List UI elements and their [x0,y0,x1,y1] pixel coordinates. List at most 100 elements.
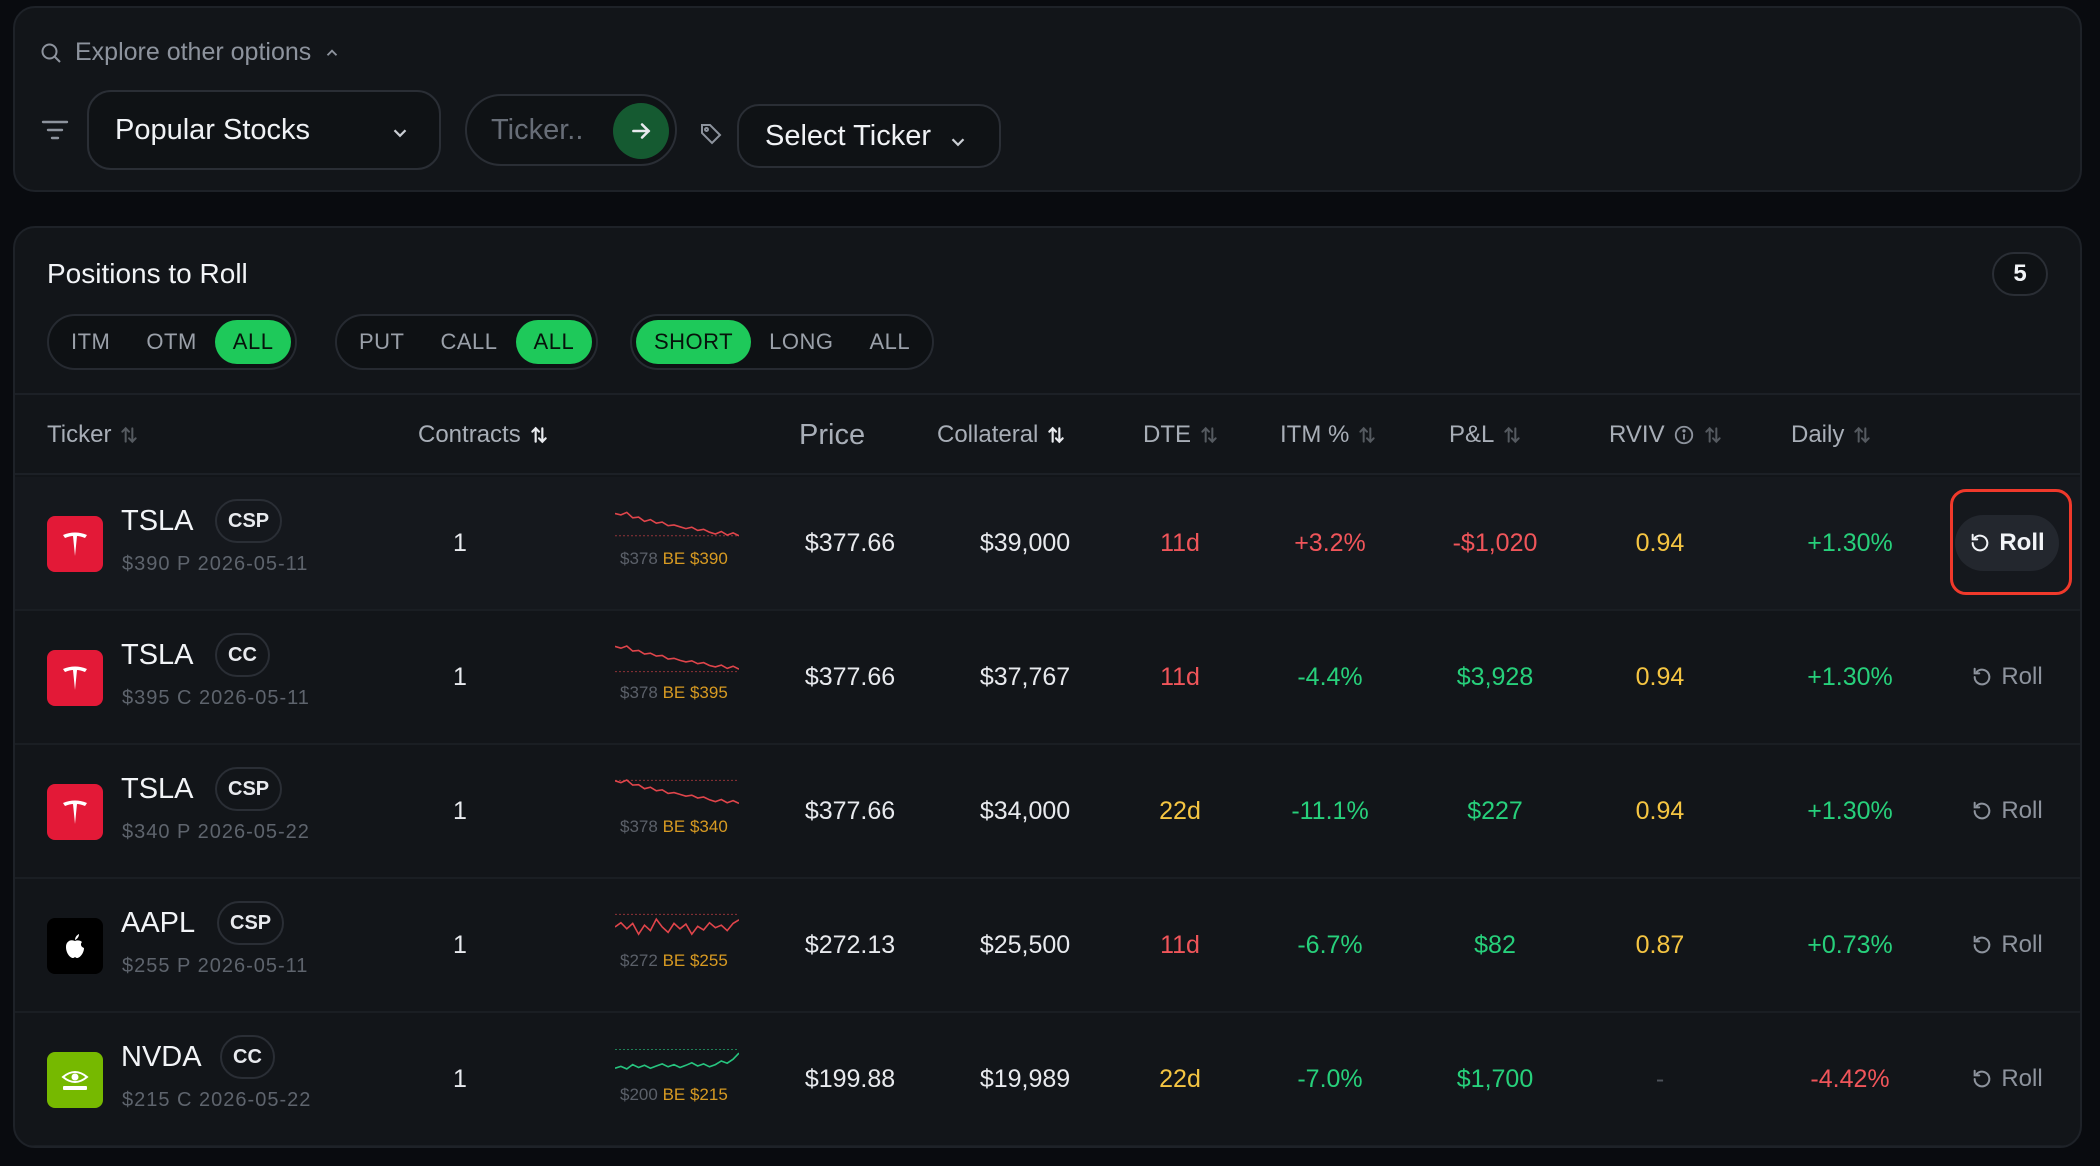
column-header-collateral[interactable]: Collateral [937,395,1066,475]
roll-button[interactable]: Roll [1955,1051,2059,1107]
ticker-symbol: TSLA [121,773,194,805]
price-sparkline [615,779,739,805]
tag-icon [701,124,722,145]
rviv-value: 0.87 [1635,930,1685,959]
sparkline-label: $378 BE $340 [620,817,728,837]
info-icon[interactable] [1673,424,1695,446]
dte-value: 11d [1160,528,1200,557]
ticker-symbol: TSLA [121,639,194,671]
dte-value: 22d [1159,796,1201,825]
strategy-badge: CC [215,633,270,677]
arrow-right-icon [632,123,651,139]
contract-detail: $390 P 2026-05-11 [122,553,309,575]
rviv-value: 0.94 [1635,662,1685,691]
table-row[interactable]: NVDA CC $215 C 2026-05-22 1 $200 BE $215… [15,1013,2080,1146]
explore-toggle[interactable]: Explore other options [39,38,341,67]
rotate-ccw-icon [1973,801,1991,820]
ticker-select[interactable]: Select Ticker [737,104,1001,168]
contracts-value: 1 [453,528,467,557]
itm-value: -6.7% [1297,930,1363,959]
roll-button[interactable]: Roll [1955,917,2059,973]
table-row[interactable]: AAPL CSP $255 P 2026-05-11 1 $272 BE $25… [15,879,2080,1013]
column-label: DTE [1143,421,1191,448]
sparkline-label: $378 BE $395 [620,683,728,703]
table-row[interactable]: TSLA CSP $340 P 2026-05-22 1 $378 BE $34… [15,745,2080,879]
roll-button[interactable]: Roll [1955,649,2059,705]
ticker-select-value: Select Ticker [765,119,931,152]
rotate-ccw-icon [1973,1069,1991,1088]
filter-side-all[interactable]: ALL [869,329,911,354]
column-label: Price [799,418,866,451]
side-filter: SHORT LONG ALL [630,314,935,370]
roll-label: Roll [2001,663,2043,690]
filter-icon[interactable] [41,119,69,141]
itm-value: -4.4% [1297,662,1363,691]
positions-count-badge: 5 [1992,252,2048,296]
filter-type-put[interactable]: PUT [359,329,405,354]
dte-value: 11d [1160,930,1200,959]
column-header-contracts[interactable]: Contracts [418,395,549,475]
ticker-go-button[interactable] [613,103,669,159]
chevron-up-icon [327,48,338,56]
tesla-logo [47,784,103,840]
pnl-value: $82 [1474,930,1516,959]
filter-side-long[interactable]: LONG [769,329,834,354]
price-value: $272.13 [804,930,896,959]
strategy-badge: CSP [217,901,285,945]
collateral-value: $39,000 [979,528,1071,557]
sort-icon [1854,426,1871,444]
filter-moneyness-itm[interactable]: ITM [71,329,111,354]
tesla-logo [47,516,103,572]
column-header-rviv[interactable]: RVIV [1609,395,1723,475]
table-row[interactable]: TSLA CSP $390 P 2026-05-11 1 $378 BE $39… [15,477,2080,611]
table-header: Ticker Contracts Price Collateral DTE IT… [15,393,2080,475]
roll-label: Roll [2001,1065,2043,1092]
category-select[interactable]: Popular Stocks [87,90,441,170]
pnl-value: -$1,020 [1452,528,1538,557]
rotate-ccw-icon [1973,935,1991,954]
apple-logo [47,918,103,974]
filter-moneyness-all[interactable]: ALL [214,320,292,364]
roll-button[interactable]: Roll [1955,515,2059,571]
column-label: P&L [1449,421,1495,448]
moneyness-filter: ITM OTM ALL [47,314,298,370]
column-header-daily[interactable]: Daily [1791,395,1872,475]
price-sparkline [615,1049,739,1070]
daily-change-value: +0.73% [1807,930,1893,959]
strategy-badge: CC [220,1035,275,1079]
filter-type-all[interactable]: ALL [515,320,593,364]
column-header-pnl[interactable]: P&L [1449,395,1522,475]
roll-button[interactable]: Roll [1955,783,2059,839]
column-header-price: Price [799,395,865,475]
rotate-ccw-icon [1973,667,1991,686]
ticker-input[interactable] [491,113,601,147]
explore-panel: Explore other options Popular Stocks Sel… [13,6,2082,192]
contract-detail: $395 C 2026-05-11 [122,687,310,709]
filter-side-short[interactable]: SHORT [636,320,752,364]
nvidia-logo [47,1052,103,1108]
daily-change-value: -4.42% [1810,1064,1890,1093]
price-sparkline [615,511,739,537]
column-header-itm[interactable]: ITM % [1280,395,1377,475]
positions-title: Positions to Roll [47,258,248,289]
sparkline-breakeven: BE $340 [662,817,728,836]
pnl-value: $227 [1467,796,1523,825]
sparkline-label: $272 BE $255 [620,951,728,971]
price-sparkline [615,645,739,673]
collateral-value: $25,500 [979,930,1071,959]
sparkline-price: $200 [620,1085,658,1104]
category-select-value: Popular Stocks [115,113,311,146]
table-row[interactable]: TSLA CC $395 C 2026-05-11 1 $378 BE $395… [15,611,2080,745]
filter-moneyness-otm[interactable]: OTM [146,329,197,354]
ticker-symbol: NVDA [121,1041,202,1073]
ticker-search-box [465,94,677,166]
sparkline-price: $272 [620,951,658,970]
column-header-dte[interactable]: DTE [1143,395,1219,475]
itm-value: +3.2% [1294,528,1366,557]
itm-value: -7.0% [1297,1064,1363,1093]
contract-detail: $215 C 2026-05-22 [122,1089,312,1111]
rviv-value: - [1655,1064,1665,1093]
filter-type-call[interactable]: CALL [440,329,498,354]
column-header-ticker[interactable]: Ticker [47,395,139,475]
roll-label: Roll [1999,529,2045,556]
